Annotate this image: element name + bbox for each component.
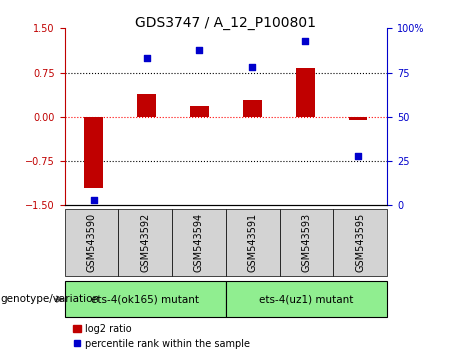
Text: GDS3747 / A_12_P100801: GDS3747 / A_12_P100801 <box>136 16 316 30</box>
Point <box>90 197 97 203</box>
Bar <box>296 68 314 117</box>
Bar <box>84 117 103 188</box>
Text: ets-4(ok165) mutant: ets-4(ok165) mutant <box>91 294 199 304</box>
Legend: log2 ratio, percentile rank within the sample: log2 ratio, percentile rank within the s… <box>70 320 254 353</box>
Text: GSM543594: GSM543594 <box>194 213 204 272</box>
Text: GSM543595: GSM543595 <box>355 213 366 272</box>
Text: ets-4(uz1) mutant: ets-4(uz1) mutant <box>260 294 354 304</box>
Bar <box>349 117 367 120</box>
Bar <box>137 95 156 117</box>
Text: GSM543590: GSM543590 <box>86 213 96 272</box>
Text: GSM543592: GSM543592 <box>140 213 150 272</box>
Bar <box>190 106 209 117</box>
Point <box>301 38 309 44</box>
Point <box>196 47 203 52</box>
Text: GSM543591: GSM543591 <box>248 213 258 272</box>
Text: GSM543593: GSM543593 <box>301 213 312 272</box>
Text: genotype/variation: genotype/variation <box>0 294 99 304</box>
Point <box>355 153 362 159</box>
Bar <box>243 100 261 117</box>
Point <box>248 64 256 70</box>
Point <box>143 56 150 61</box>
